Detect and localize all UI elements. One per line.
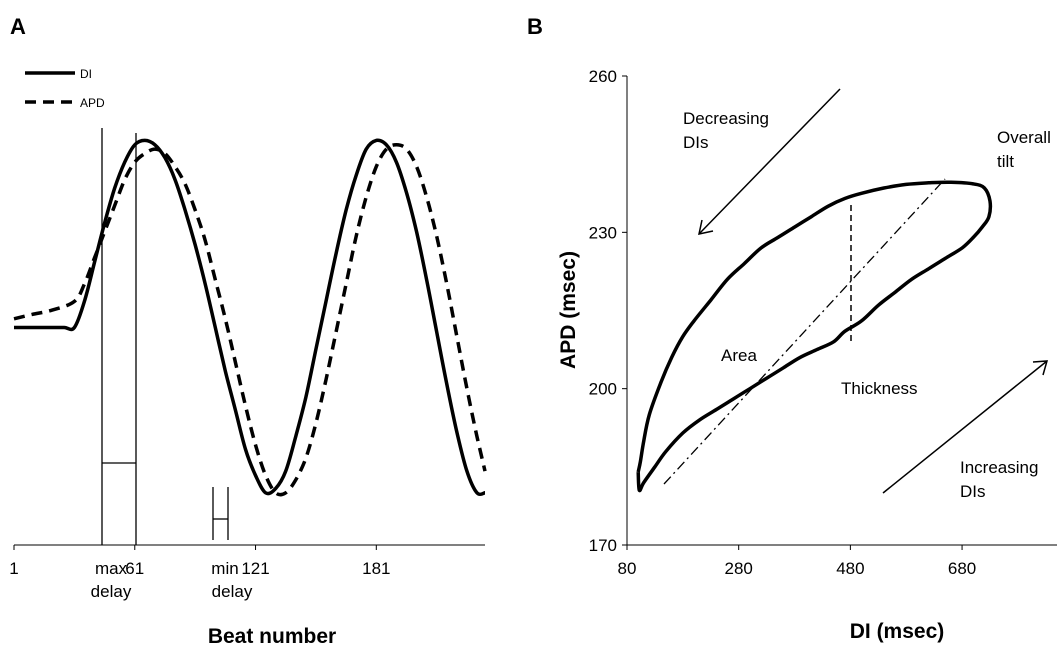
area-label: Area <box>721 346 757 365</box>
legend-label-di: DI <box>80 67 92 81</box>
decreasing-arrow <box>698 88 841 235</box>
panel-a-x-tick-label: 181 <box>362 559 390 578</box>
overall-tilt-label-line2: tilt <box>997 152 1014 171</box>
panel-b: B 80 280 480 680 170 200 230 260 DI (msec) APD… <box>527 14 1057 643</box>
panel-b-x-tick-label: 280 <box>725 559 753 578</box>
overall-tilt-line <box>663 178 946 485</box>
panel-a-x-ticks: 1 61 121 181 <box>9 545 390 578</box>
min-delay-label-line1: min <box>211 559 238 578</box>
panel-b-series <box>636 180 993 493</box>
panel-b-y-axis-title: APD (msec) <box>557 251 580 369</box>
max-delay-label-line1: max <box>95 559 128 578</box>
min-delay-label-line2: delay <box>212 582 253 601</box>
panel-a-series <box>13 138 487 497</box>
panel-b-x-axis-title: DI (msec) <box>850 620 945 643</box>
panel-a-x-axis-title: Beat number <box>208 625 336 647</box>
panel-b-label: B <box>527 14 543 39</box>
overall-tilt-label-line1: Overall <box>997 128 1051 147</box>
panel-b-y-tick-label: 170 <box>589 536 617 555</box>
max-delay-marker: max delay <box>91 128 137 601</box>
series-line-apd <box>13 143 487 497</box>
decreasing-dis-label-line2: DIs <box>683 133 709 152</box>
increasing-dis-label-line2: DIs <box>960 482 986 501</box>
increasing-arrow-head <box>1032 360 1049 376</box>
increasing-arrow-shaft <box>882 360 1048 494</box>
panel-a-x-tick-label: 1 <box>9 559 18 578</box>
panel-a-x-tick-label: 121 <box>241 559 269 578</box>
min-delay-marker: min delay <box>211 487 253 601</box>
increasing-arrow <box>882 360 1049 494</box>
panel-b-y-tick-label: 230 <box>589 223 617 242</box>
decreasing-arrow-head <box>698 219 714 235</box>
legend-label-apd: APD <box>80 96 105 110</box>
panel-b-x-tick-label: 480 <box>836 559 864 578</box>
panel-a-legend: DI APD <box>25 67 105 110</box>
panel-a-x-tick-label: 61 <box>125 559 144 578</box>
thickness-label: Thickness <box>841 379 918 398</box>
panel-b-y-tick-label: 200 <box>589 380 617 399</box>
panel-a-label: A <box>10 14 26 39</box>
decreasing-arrow-shaft <box>698 88 841 235</box>
panel-b-y-ticks: 170 200 230 260 <box>589 67 627 555</box>
panel-b-y-tick-label: 260 <box>589 67 617 86</box>
restitution-loop-line <box>636 180 993 493</box>
increasing-dis-label-line1: Increasing <box>960 458 1038 477</box>
panel-b-x-ticks: 80 280 480 680 <box>618 545 976 578</box>
panel-a: A 1 61 121 181 Beat number DI APD max delay… <box>9 14 487 647</box>
panel-b-x-tick-label: 680 <box>948 559 976 578</box>
panel-b-x-tick-label: 80 <box>618 559 637 578</box>
max-delay-label-line2: delay <box>91 582 132 601</box>
decreasing-dis-label-line1: Decreasing <box>683 109 769 128</box>
series-line-di <box>14 138 486 497</box>
